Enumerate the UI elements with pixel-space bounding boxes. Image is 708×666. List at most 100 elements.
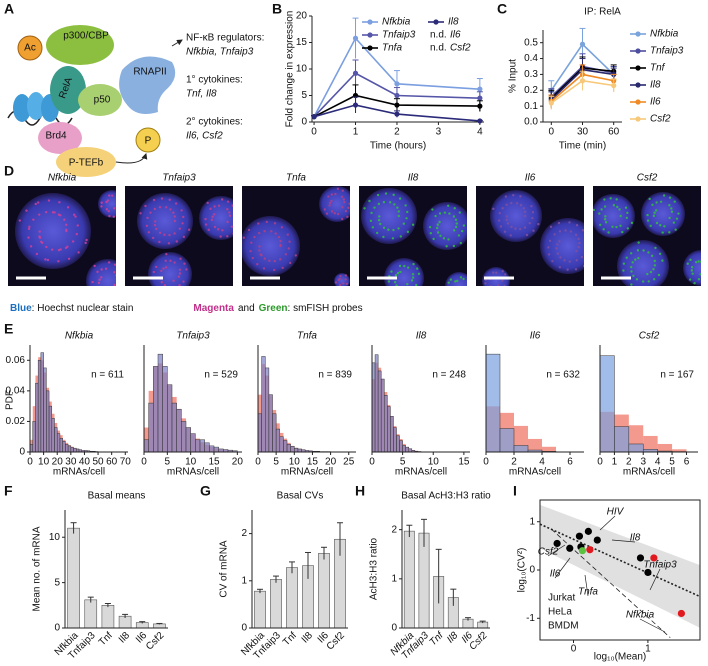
x-tick-label: 20 (52, 457, 64, 468)
probe-spot (702, 256, 704, 258)
annotation-leader (554, 557, 571, 579)
probe-spot (84, 241, 87, 245)
legend-nd: n.d. (430, 30, 447, 41)
probe-spot (489, 285, 493, 286)
probe-spot (574, 233, 578, 237)
probe-spot (653, 264, 657, 267)
probe-spot (274, 232, 277, 235)
x-tick-label: Il8 (300, 630, 316, 646)
probe-spot (453, 297, 455, 299)
probe-spot (658, 252, 662, 255)
x-tick-label: 0 (369, 457, 375, 468)
x-tick-label: 0 (311, 127, 317, 138)
probe-spot (169, 208, 172, 211)
probe-spot (18, 219, 22, 222)
probe-spot (46, 258, 50, 262)
nucleus (98, 190, 116, 218)
probe-spot (152, 270, 156, 274)
probe-spot (57, 213, 61, 216)
probe-spot (630, 221, 634, 225)
probe-spot (497, 284, 500, 286)
probe-spot (697, 277, 701, 281)
probe-spot (369, 219, 373, 223)
probe-spot (174, 202, 178, 205)
nucleus (617, 240, 669, 286)
annotation: Nfkbia (626, 610, 655, 621)
probe-spot (280, 226, 284, 229)
probe-spot (108, 214, 111, 218)
probe-spot (167, 242, 171, 245)
y-tick-label: 0.02 (6, 416, 26, 427)
hist-bar (402, 445, 406, 453)
series-line (313, 72, 480, 118)
probe-spot (147, 231, 151, 234)
probe-spot (57, 260, 60, 263)
y-tick-label: 2 (241, 528, 247, 539)
probe-spot (384, 192, 388, 195)
probe-spot (662, 194, 666, 197)
probe-spot (342, 287, 344, 289)
point (477, 86, 483, 92)
probe-spot (178, 268, 182, 271)
probe-spot (697, 260, 700, 263)
probe-spot (108, 194, 111, 197)
hist-bar (279, 436, 284, 453)
probe-spot (668, 204, 671, 207)
probe-spot (66, 245, 69, 248)
micrograph (8, 186, 121, 297)
probe-spot (346, 215, 349, 218)
probe-spot (119, 295, 121, 297)
annotation-leader (547, 544, 566, 557)
chart-title: Tnfa (297, 331, 317, 342)
probe-spot (164, 206, 168, 209)
legend-label: Il6 (650, 97, 661, 108)
nucleus (199, 196, 233, 240)
probe-spot (458, 290, 460, 292)
probe-spot (625, 256, 628, 259)
probe-spot (204, 217, 207, 221)
probe-spot (622, 269, 625, 272)
caption-green: Green (259, 303, 288, 314)
x-tick-label: 20 (232, 457, 244, 468)
probe-spot (432, 237, 435, 241)
probe-spot (29, 245, 33, 248)
probe-spot (74, 215, 77, 218)
probe-spot (459, 241, 463, 245)
probe-spot (228, 211, 231, 214)
probe-spot (27, 236, 30, 239)
probe-spot (92, 286, 94, 288)
legend-marker (635, 31, 641, 37)
probe-spot (637, 241, 640, 244)
probe-spot (256, 262, 259, 266)
probe-spot (279, 258, 282, 261)
point (394, 111, 400, 117)
probe-spot (168, 198, 171, 202)
legend-label: Tnf (650, 63, 666, 74)
p300-protein (46, 25, 114, 65)
x-tick-label: 2 (394, 127, 400, 138)
probe-spot (429, 232, 433, 235)
probe-spot (670, 207, 673, 210)
probe-spot (454, 225, 458, 229)
probe-spot (178, 283, 181, 286)
probe-spot (631, 261, 634, 264)
point (575, 532, 584, 540)
probe-spot (211, 215, 214, 218)
probe-spot (76, 224, 79, 227)
annotation-leader (584, 574, 589, 597)
probe-spot (653, 277, 656, 281)
probe-spot (492, 292, 494, 294)
probe-spot (219, 235, 222, 238)
probe-spot (659, 224, 662, 227)
panel-letter: C (497, 1, 507, 17)
probe-spot (139, 212, 142, 215)
y-tick-label: 0.04 (6, 385, 26, 396)
x-axis-label: Time (hours) (370, 141, 426, 152)
probe-spot (165, 292, 167, 294)
probe-spot (115, 278, 116, 280)
probe-spot (581, 229, 584, 232)
probe-spot (518, 227, 522, 231)
hist-bar (283, 440, 288, 453)
point (394, 81, 400, 87)
